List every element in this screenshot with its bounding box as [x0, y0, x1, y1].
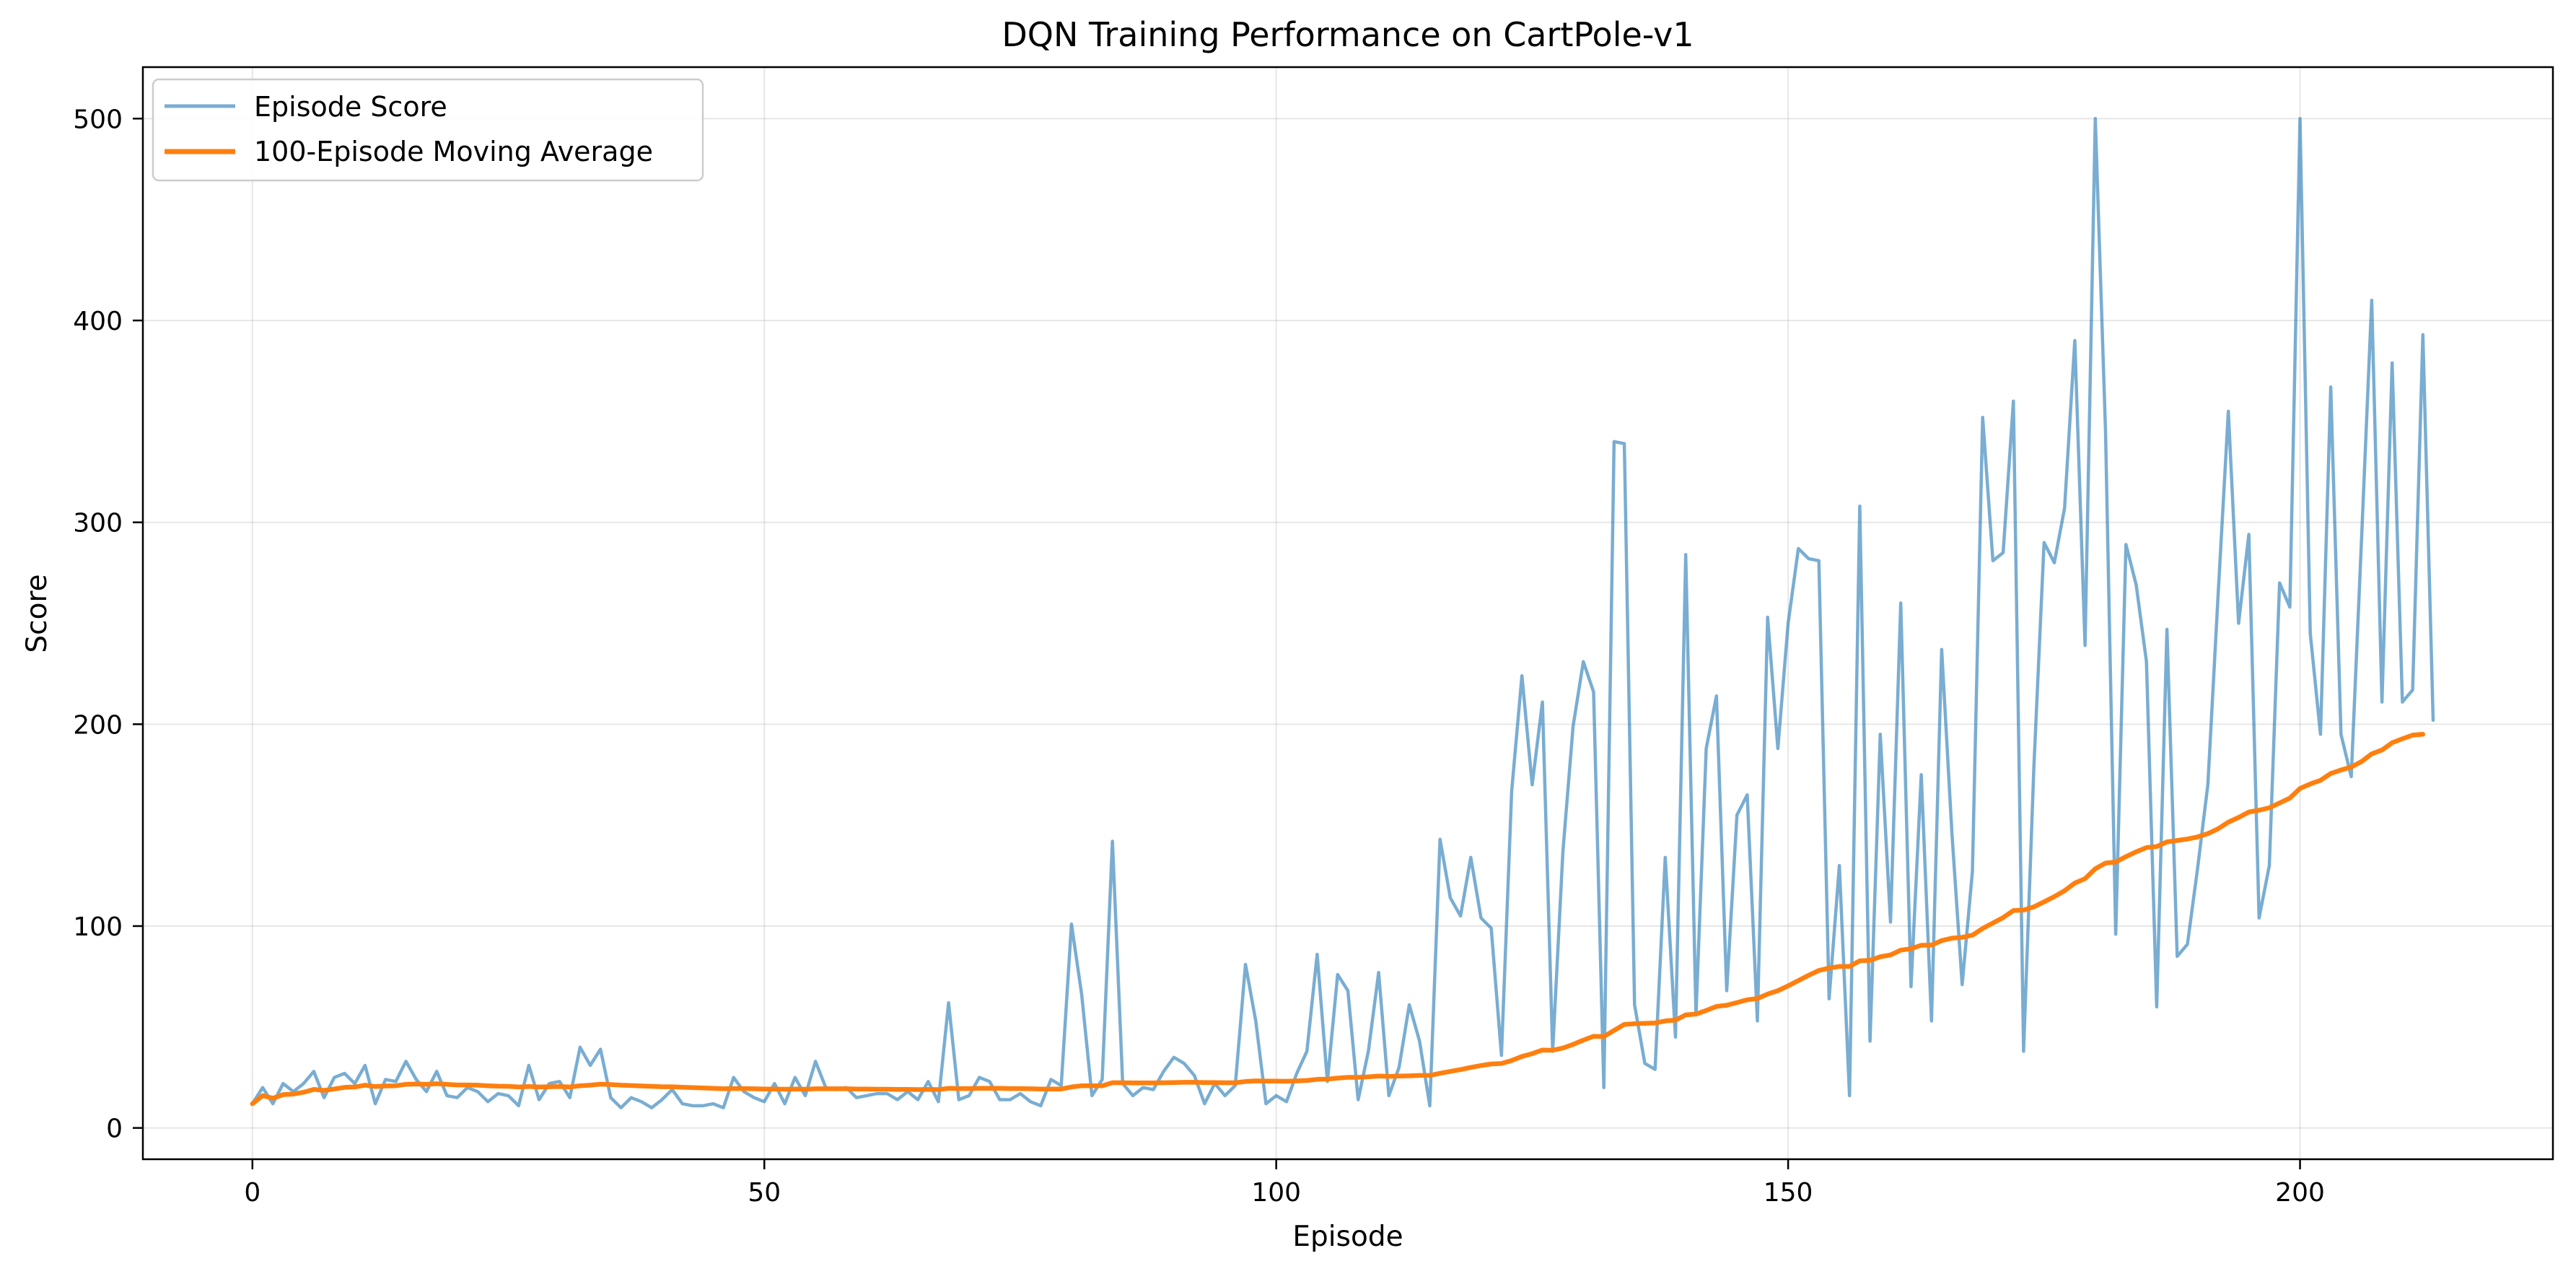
series-line-0 — [250, 117, 2435, 1109]
x-tick-label: 200 — [2275, 1178, 2325, 1208]
legend: Episode Score 100-Episode Moving Average — [152, 78, 704, 182]
legend-box — [152, 78, 704, 182]
series-line-1 — [250, 732, 2426, 1107]
x-axis-ticks: 0 50 100 150 200 — [244, 1159, 2325, 1208]
x-tick-label: 150 — [1764, 1178, 1813, 1208]
x-tick-label: 100 — [1251, 1178, 1301, 1208]
axes-frame — [141, 66, 2554, 1161]
y-axis-label: Score — [21, 574, 53, 653]
grid-lines — [143, 67, 2553, 1159]
y-tick-label: 400 — [73, 307, 123, 336]
legend-label-episode-score: Episode Score — [254, 91, 447, 123]
y-tick-label: 300 — [73, 509, 123, 538]
x-axis-label: Episode — [1292, 1221, 1403, 1253]
chart-title: DQN Training Performance on CartPole-v1 — [1002, 15, 1694, 54]
series-layer — [250, 117, 2435, 1109]
y-tick-label: 500 — [73, 105, 123, 134]
y-tick-label: 200 — [73, 710, 123, 740]
legend-label-moving-average: 100-Episode Moving Average — [254, 136, 653, 167]
x-tick-label: 0 — [244, 1178, 260, 1208]
x-tick-label: 50 — [748, 1178, 781, 1208]
y-axis-ticks: 0 100 200 300 400 500 — [73, 105, 143, 1144]
y-tick-label: 100 — [73, 912, 123, 942]
y-tick-label: 0 — [106, 1114, 123, 1144]
